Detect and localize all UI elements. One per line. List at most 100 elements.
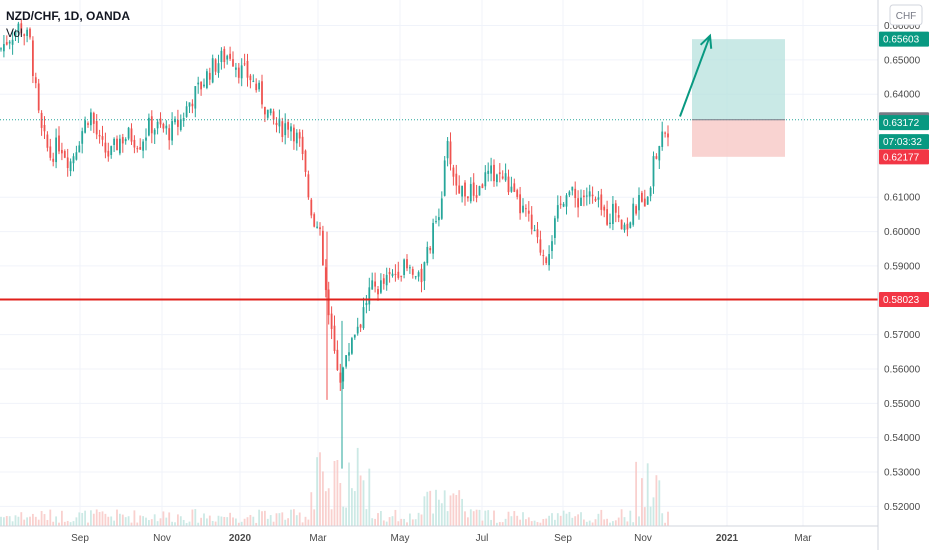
candle-body — [266, 109, 269, 118]
candle-body — [188, 102, 191, 107]
trend-arrow[interactable] — [679, 35, 711, 117]
volume-bar — [197, 522, 200, 526]
candle-body — [371, 280, 374, 290]
candle-body — [603, 206, 606, 211]
price-badge-label: 0.62177 — [883, 152, 920, 163]
volume-bar — [116, 509, 118, 526]
volume-bar — [504, 518, 507, 526]
volume-bar — [81, 512, 84, 526]
candle-body — [264, 106, 266, 115]
candle-body — [87, 123, 89, 125]
candle-body — [217, 63, 220, 73]
volume-bar — [174, 522, 176, 526]
candle-body — [130, 128, 133, 142]
volume-bar — [484, 510, 487, 526]
loss-zone[interactable] — [692, 119, 785, 157]
volume-bar — [554, 519, 556, 526]
volume-bar — [232, 517, 234, 526]
candle-body — [197, 82, 200, 85]
volume-bar — [525, 519, 527, 526]
volume-bar — [452, 493, 455, 526]
volume-bar — [620, 509, 623, 526]
drawing-overlays[interactable] — [0, 33, 878, 301]
candle-body — [269, 108, 272, 114]
volume-bar — [287, 518, 289, 526]
candle-body — [652, 156, 655, 187]
volume-bar — [440, 503, 443, 526]
volume-bar — [658, 480, 661, 526]
volume-bar — [148, 520, 150, 526]
candle-body — [469, 184, 472, 202]
candle-body — [414, 276, 417, 278]
candle-body — [501, 176, 504, 179]
volume-bar — [133, 510, 136, 526]
candle-body — [583, 195, 585, 198]
candle-body — [420, 268, 423, 283]
candle-body — [275, 122, 278, 126]
candle-body — [507, 176, 510, 193]
volume-bar — [237, 522, 240, 526]
volume-bar — [597, 513, 600, 526]
volume-bar — [496, 522, 498, 526]
volume-bar — [609, 522, 611, 526]
volume-bar — [78, 512, 81, 526]
currency-button[interactable]: CHF — [889, 4, 923, 26]
candle-body — [429, 247, 432, 251]
volume-bar — [490, 519, 492, 526]
volume-bar — [150, 519, 153, 526]
price-badge-label: 0.58023 — [883, 295, 920, 306]
candle-body — [591, 194, 594, 197]
volume-bar — [307, 519, 310, 526]
volume-bar — [371, 518, 374, 526]
volume-bar — [107, 516, 110, 526]
candle-body — [124, 139, 127, 142]
volume-bar — [652, 497, 655, 526]
candle-body — [246, 60, 249, 78]
volume-bar — [11, 521, 14, 526]
volume-bar — [266, 518, 269, 526]
price-badge-label: 07:03:32 — [883, 137, 922, 148]
price-badge — [879, 31, 929, 47]
volume-bar — [26, 517, 28, 526]
volume-bar — [156, 521, 159, 526]
volume-bar — [551, 513, 553, 526]
y-tick-label: 0.64000 — [884, 90, 921, 101]
candle-body — [551, 241, 553, 252]
volume-bar — [461, 498, 463, 526]
volume-bar — [214, 521, 217, 526]
volume-bar — [290, 509, 292, 526]
candle-body — [545, 257, 548, 264]
candle-body — [388, 272, 391, 275]
volume-bar — [298, 512, 301, 526]
volume-bar — [324, 491, 327, 526]
volume-bar — [435, 489, 437, 526]
candles — [0, 19, 669, 469]
volume-bar — [104, 513, 107, 526]
volume-bar — [429, 490, 432, 526]
volume-bar — [594, 519, 597, 526]
x-tick-label: 2020 — [229, 533, 252, 544]
candle-body — [139, 147, 142, 150]
candle-body — [374, 281, 376, 287]
y-tick-label: 0.54000 — [884, 433, 921, 444]
candle-body — [617, 215, 620, 218]
candle-body — [235, 67, 237, 70]
volume-bar — [113, 520, 115, 526]
candle-body — [522, 205, 524, 213]
volume-bar — [400, 518, 403, 526]
profit-zone[interactable] — [692, 39, 785, 120]
volume-bar — [316, 457, 318, 526]
volume-bar — [208, 515, 211, 526]
volume-bar — [255, 522, 258, 526]
volume-bar — [522, 512, 524, 526]
candle-body — [391, 273, 394, 276]
candle-body — [136, 148, 139, 150]
volume-bar — [533, 520, 536, 526]
candle-body — [606, 209, 608, 225]
candle-body — [490, 165, 492, 174]
volume-bar — [72, 521, 75, 526]
volume-bar — [359, 475, 362, 526]
volume-bar — [40, 510, 43, 526]
candle-body — [536, 229, 539, 238]
